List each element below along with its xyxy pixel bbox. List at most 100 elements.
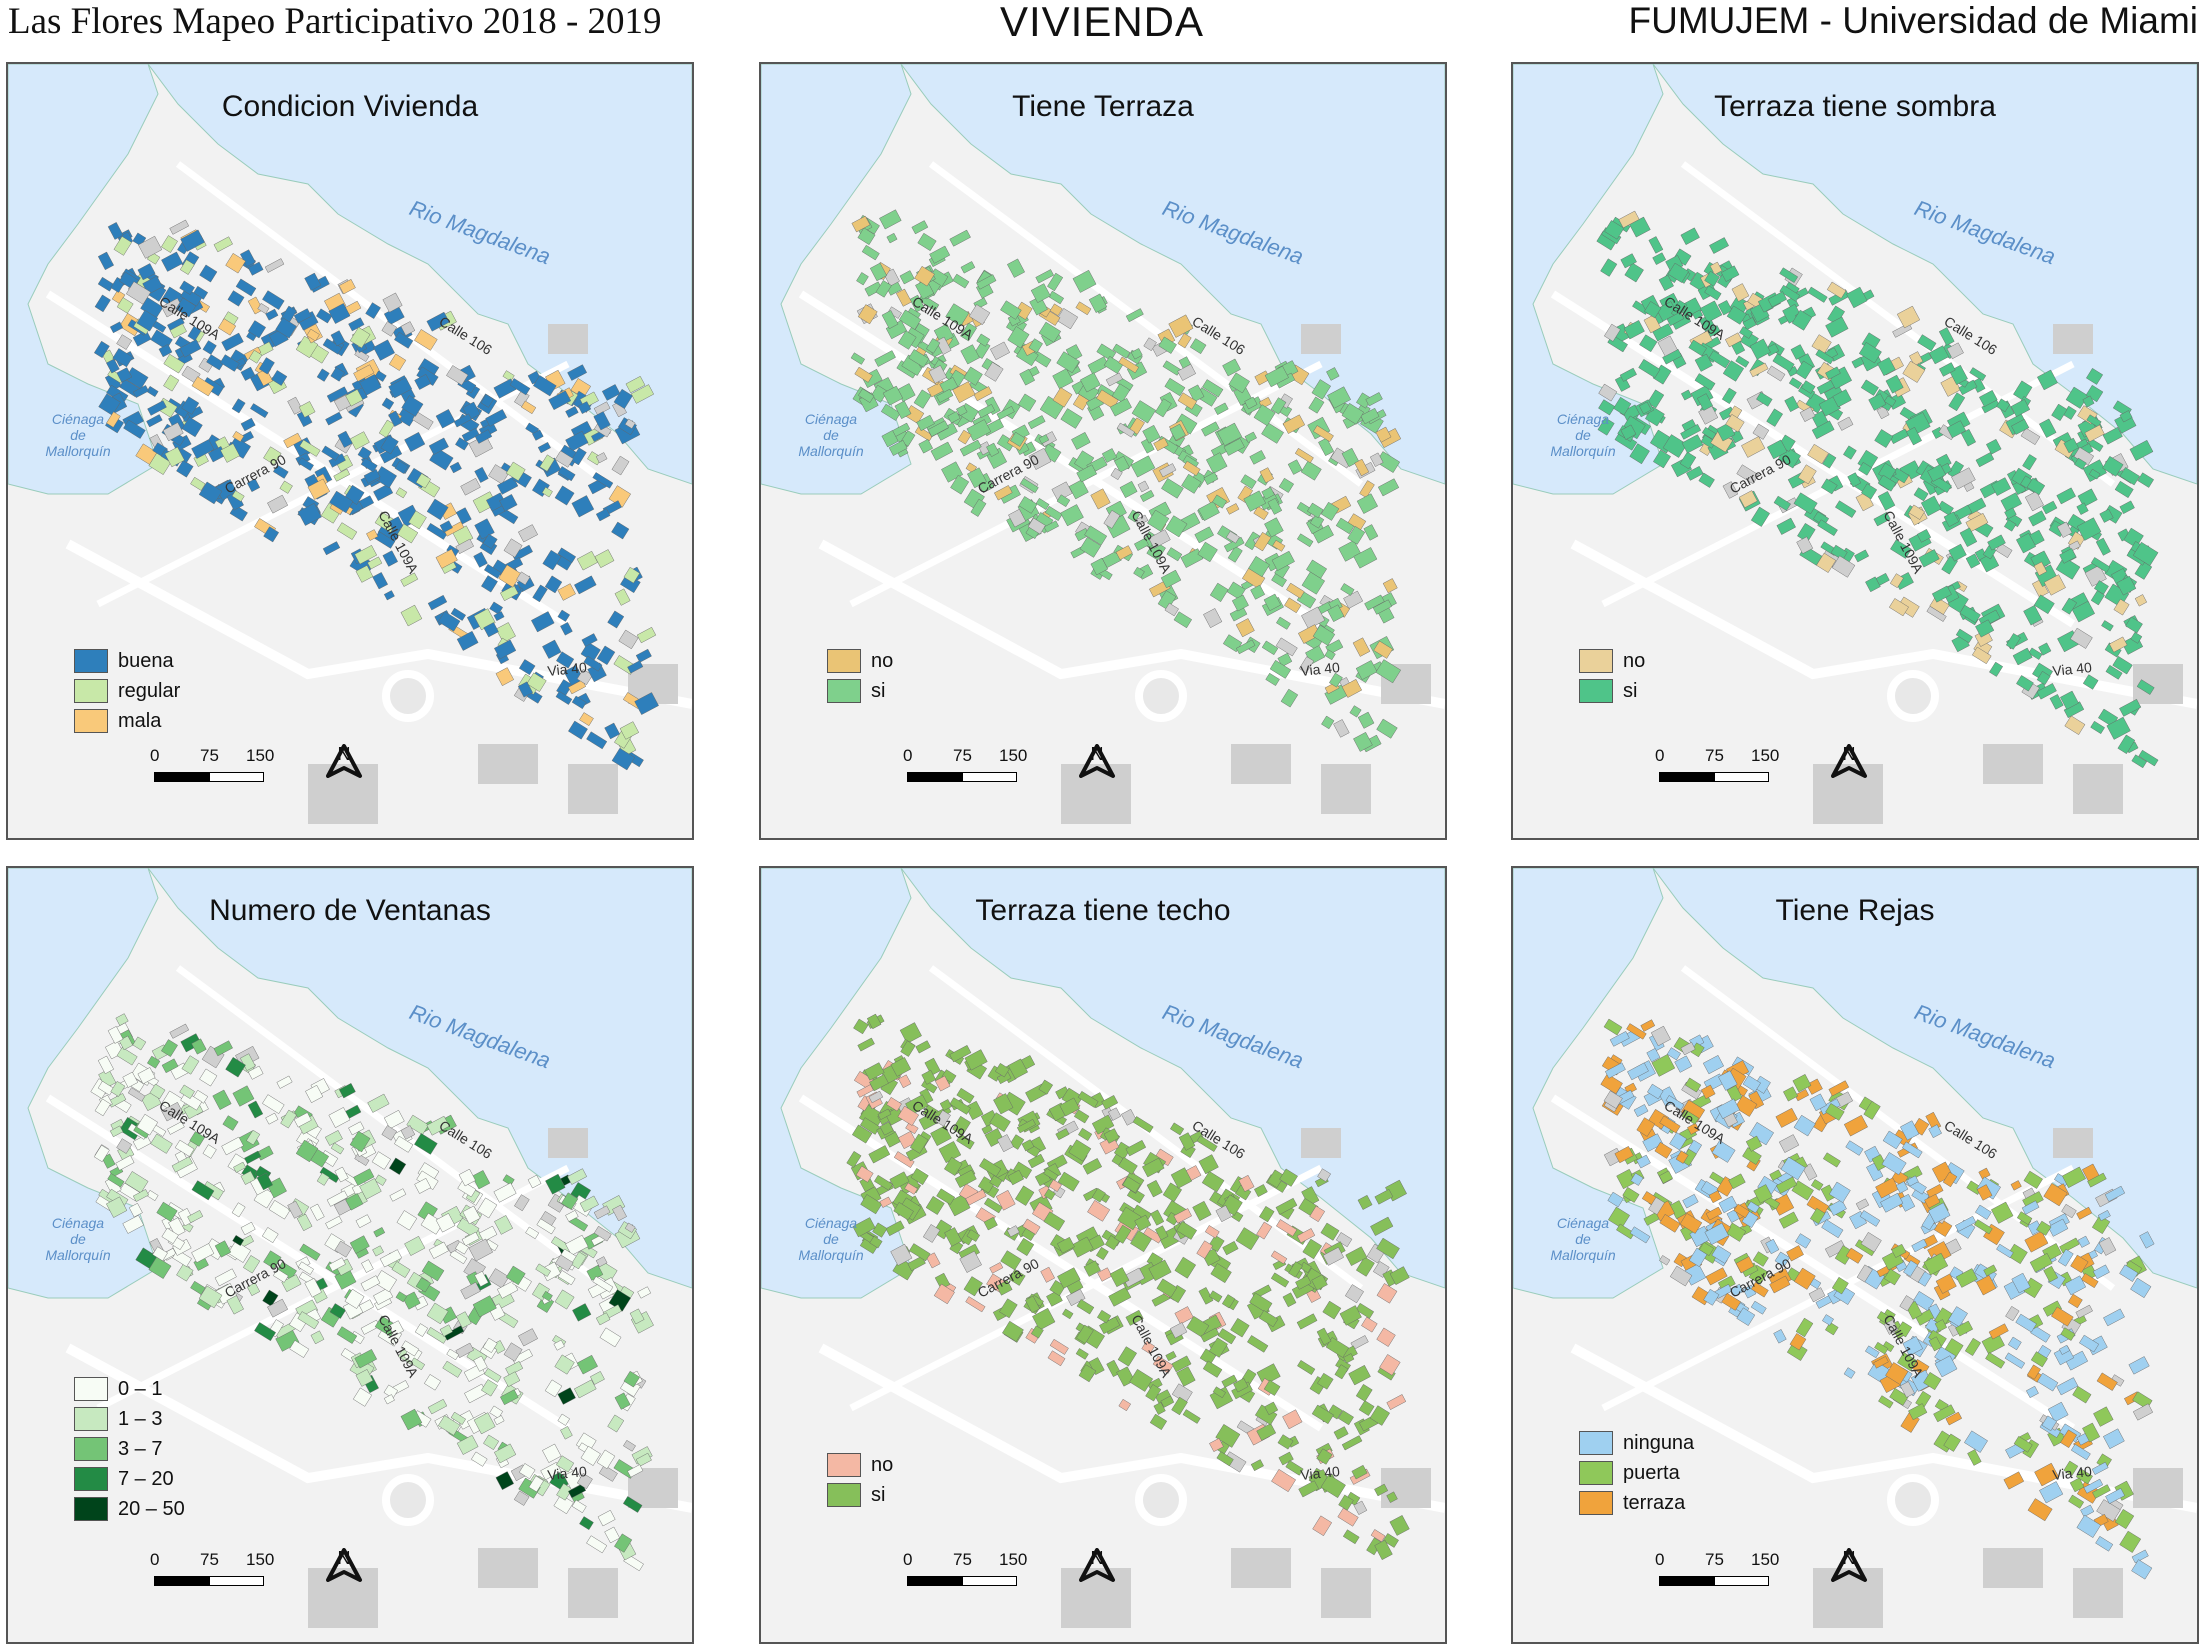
building <box>149 1083 166 1100</box>
building <box>869 1074 889 1092</box>
building <box>1091 1188 1106 1203</box>
building <box>570 1251 587 1270</box>
building <box>1249 1292 1273 1313</box>
building <box>1832 389 1852 408</box>
building <box>1975 619 1995 638</box>
building <box>1374 1539 1393 1560</box>
building <box>1118 356 1139 374</box>
building <box>439 1324 453 1337</box>
roundabout <box>1135 1474 1187 1526</box>
legend-swatch <box>74 1497 108 1521</box>
building <box>856 272 869 286</box>
building <box>1806 1078 1823 1095</box>
building <box>2037 369 2058 391</box>
building <box>1620 253 1637 269</box>
building <box>1991 1201 2014 1224</box>
building <box>1253 532 1272 552</box>
lagoon-label-2: de <box>823 1231 839 1247</box>
building <box>973 386 993 402</box>
building <box>383 1394 395 1405</box>
buildings <box>850 209 1402 753</box>
building <box>554 1254 574 1272</box>
north-arrow-shape <box>1079 1548 1115 1582</box>
lagoon-label-2: de <box>823 427 839 443</box>
building <box>1311 1404 1334 1425</box>
main-road-via40 <box>1570 1343 2197 1513</box>
building <box>572 1303 592 1322</box>
building <box>996 434 1016 452</box>
building <box>1736 464 1759 485</box>
scale-segment-white <box>209 1576 264 1586</box>
building <box>2028 647 2043 660</box>
building <box>199 1068 218 1087</box>
building <box>1312 624 1336 646</box>
building <box>1793 1114 1816 1137</box>
building <box>299 1243 321 1261</box>
building <box>1143 337 1157 352</box>
building <box>607 1414 625 1433</box>
building <box>478 1225 498 1242</box>
building <box>1308 396 1325 414</box>
building <box>1203 472 1219 485</box>
building <box>446 1348 460 1361</box>
building <box>2032 578 2049 598</box>
building <box>1324 649 1336 661</box>
building <box>2061 597 2078 615</box>
building <box>1256 1363 1281 1386</box>
building <box>860 1194 883 1215</box>
building <box>334 1166 349 1183</box>
building <box>266 1177 287 1199</box>
building <box>1822 453 1837 469</box>
building <box>1826 281 1847 299</box>
building <box>596 1449 616 1470</box>
building <box>2016 532 2037 554</box>
building <box>321 445 340 461</box>
building <box>2055 556 2081 580</box>
building <box>557 1270 576 1286</box>
building <box>1810 1207 1826 1225</box>
building <box>435 1213 456 1233</box>
building <box>354 545 378 565</box>
building <box>389 1188 407 1202</box>
building <box>146 414 163 428</box>
building <box>1038 321 1062 343</box>
building <box>1200 1327 1220 1343</box>
building <box>1955 1215 1977 1232</box>
lagoon-water <box>8 64 159 495</box>
building <box>1608 1206 1630 1229</box>
building <box>1115 545 1133 561</box>
building <box>561 1192 579 1210</box>
building <box>1734 1095 1758 1117</box>
building <box>1750 1282 1769 1298</box>
north-arrow-icon: N <box>1077 1548 1117 1604</box>
building <box>1249 450 1266 465</box>
building <box>296 1213 313 1232</box>
building <box>171 1156 193 1173</box>
street-label-via-40: Via 40 <box>1300 659 1341 679</box>
building <box>1860 379 1879 396</box>
building <box>1873 511 1891 527</box>
building <box>2090 590 2105 606</box>
building <box>355 1369 374 1387</box>
building <box>1681 1109 1700 1125</box>
building <box>965 1296 986 1313</box>
building <box>576 669 593 686</box>
building <box>1889 1388 1909 1406</box>
building <box>2088 468 2101 480</box>
building <box>1177 333 1192 349</box>
building <box>1109 398 1132 417</box>
building <box>2070 1254 2089 1274</box>
building <box>472 1295 497 1318</box>
building <box>1945 1411 1963 1426</box>
building <box>1766 365 1786 382</box>
building <box>378 419 395 438</box>
building <box>1217 422 1243 446</box>
building <box>1988 1323 2009 1340</box>
building <box>2023 605 2043 626</box>
building <box>1885 1362 1909 1385</box>
building <box>1780 1156 1806 1181</box>
building <box>1164 602 1179 617</box>
roundabout <box>1135 670 1187 722</box>
building <box>1795 1317 1814 1338</box>
building <box>1152 1355 1174 1374</box>
